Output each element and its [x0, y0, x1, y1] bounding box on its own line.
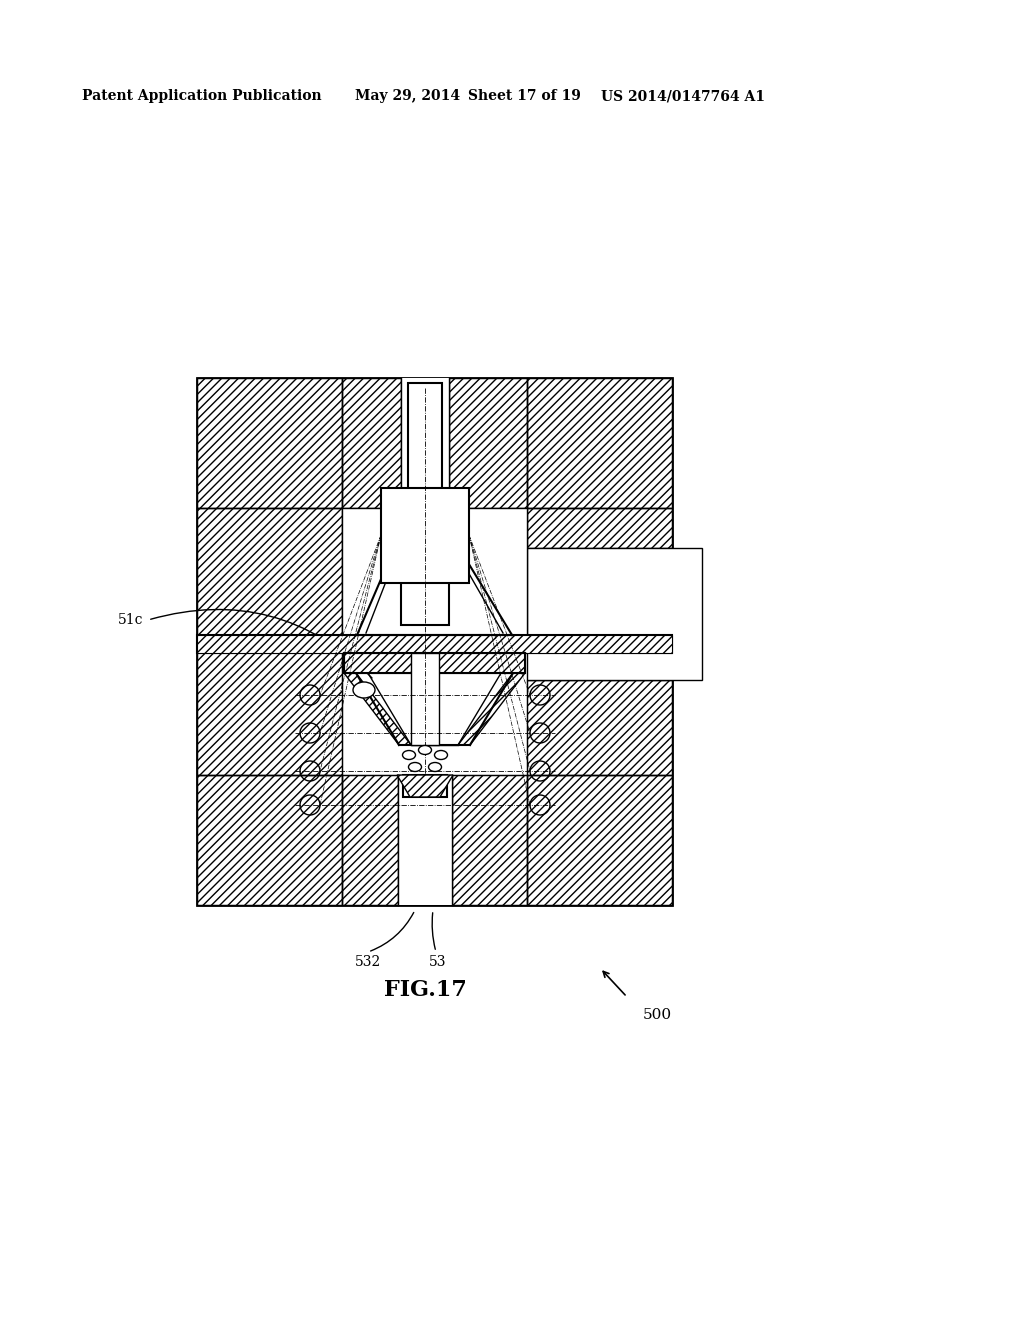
Text: FIG.17: FIG.17: [384, 979, 467, 1001]
Bar: [197, 378, 342, 508]
Text: 53: 53: [429, 954, 446, 969]
Ellipse shape: [428, 763, 441, 771]
Polygon shape: [344, 673, 411, 744]
Bar: [527, 775, 672, 906]
Bar: [197, 378, 672, 906]
Ellipse shape: [353, 682, 375, 698]
Bar: [527, 680, 672, 775]
Ellipse shape: [402, 751, 416, 759]
Bar: [411, 653, 439, 744]
Bar: [398, 775, 452, 906]
Bar: [408, 383, 442, 533]
Bar: [527, 775, 672, 906]
Bar: [527, 508, 672, 548]
Text: May 29, 2014: May 29, 2014: [355, 88, 460, 103]
Ellipse shape: [434, 751, 447, 759]
Text: Sheet 17 of 19: Sheet 17 of 19: [468, 88, 581, 103]
Bar: [342, 378, 401, 508]
Bar: [342, 775, 398, 906]
Bar: [527, 548, 702, 680]
Text: Patent Application Publication: Patent Application Publication: [82, 88, 322, 103]
Bar: [401, 378, 449, 508]
Bar: [197, 378, 342, 508]
Bar: [449, 378, 527, 508]
Bar: [527, 508, 672, 548]
Ellipse shape: [419, 746, 431, 755]
Text: 51c: 51c: [118, 612, 143, 627]
Bar: [342, 508, 527, 635]
Bar: [527, 378, 672, 508]
Text: 500: 500: [643, 1008, 672, 1022]
Ellipse shape: [409, 763, 422, 771]
Bar: [401, 579, 449, 624]
Polygon shape: [397, 775, 453, 797]
Bar: [527, 680, 672, 775]
Bar: [197, 775, 342, 906]
Text: US 2014/0147764 A1: US 2014/0147764 A1: [601, 88, 765, 103]
Bar: [342, 378, 401, 508]
Text: 532: 532: [355, 954, 381, 969]
Bar: [344, 653, 525, 673]
Bar: [197, 635, 672, 653]
Bar: [344, 653, 525, 673]
Bar: [197, 635, 672, 653]
Bar: [197, 775, 342, 906]
Bar: [452, 775, 527, 906]
Bar: [452, 775, 527, 906]
Bar: [527, 378, 672, 508]
Polygon shape: [458, 673, 525, 744]
Bar: [197, 508, 342, 775]
Bar: [342, 775, 398, 906]
Bar: [381, 488, 469, 583]
Bar: [197, 508, 342, 775]
Bar: [449, 378, 527, 508]
Bar: [403, 775, 447, 797]
